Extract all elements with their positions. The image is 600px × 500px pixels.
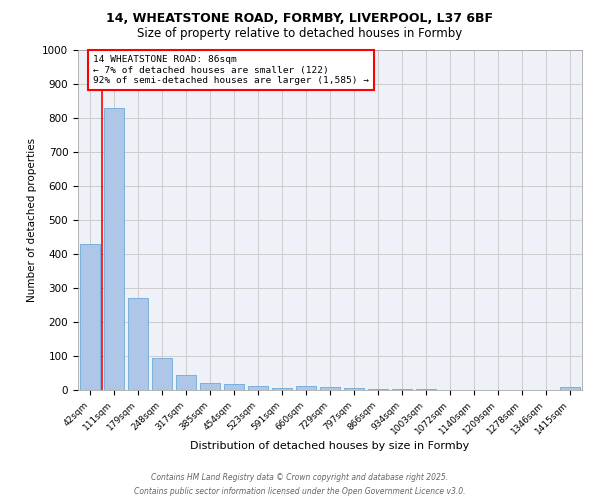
Y-axis label: Number of detached properties: Number of detached properties [26,138,37,302]
Bar [248,386,268,390]
Bar [128,298,148,390]
Text: Contains HM Land Registry data © Crown copyright and database right 2025.: Contains HM Land Registry data © Crown c… [151,472,449,482]
Text: Contains public sector information licensed under the Open Government Licence v3: Contains public sector information licen… [134,488,466,496]
Bar [200,382,220,390]
Bar [344,388,364,390]
Bar [296,386,316,390]
Bar [80,244,100,390]
X-axis label: Distribution of detached houses by size in Formby: Distribution of detached houses by size … [190,442,470,452]
Bar [368,389,388,390]
Bar [152,358,172,390]
Bar [176,374,196,390]
Bar [224,384,244,390]
Bar [560,388,580,390]
Text: 14 WHEATSTONE ROAD: 86sqm
← 7% of detached houses are smaller (122)
92% of semi-: 14 WHEATSTONE ROAD: 86sqm ← 7% of detach… [93,55,369,85]
Bar [272,388,292,390]
Text: 14, WHEATSTONE ROAD, FORMBY, LIVERPOOL, L37 6BF: 14, WHEATSTONE ROAD, FORMBY, LIVERPOOL, … [107,12,493,26]
Bar [320,388,340,390]
Text: Size of property relative to detached houses in Formby: Size of property relative to detached ho… [137,28,463,40]
Bar [104,108,124,390]
